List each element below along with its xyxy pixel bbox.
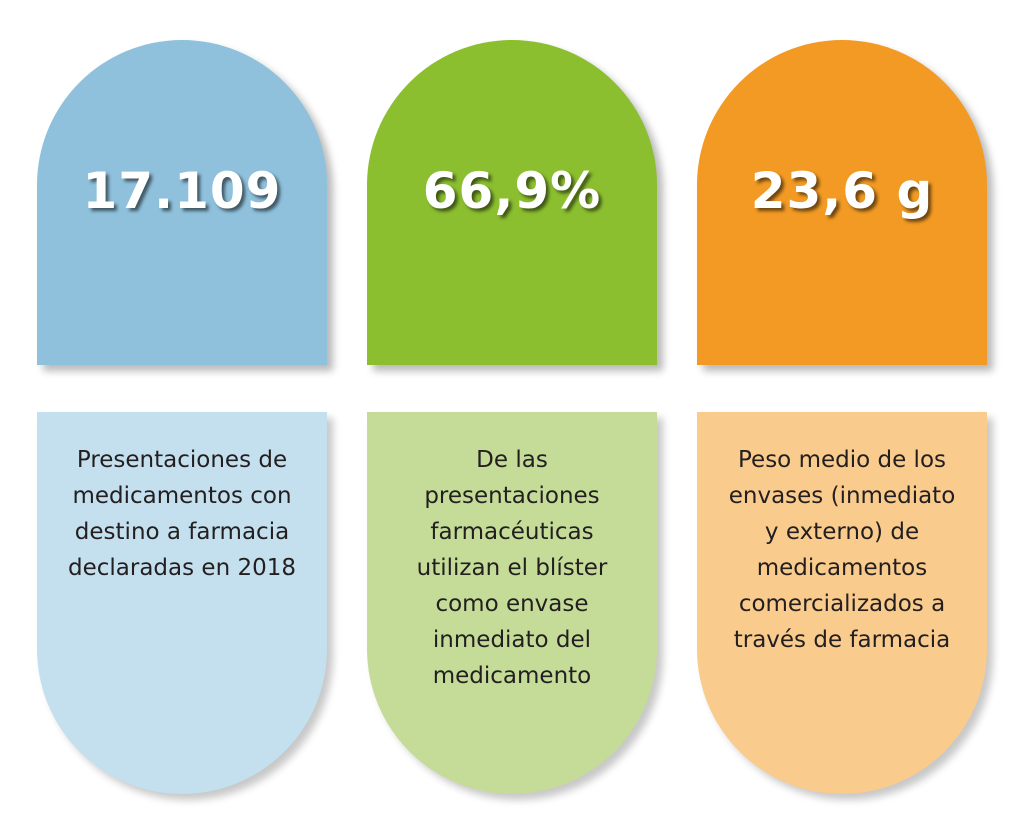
- description-line: declaradas en 2018: [68, 555, 296, 581]
- description-line: De las: [476, 447, 548, 473]
- description-line: utilizan el blíster: [416, 555, 608, 581]
- description-line: presentaciones: [424, 483, 600, 509]
- description-line: Presentaciones de: [76, 447, 288, 473]
- stat-card-top: 17.109: [37, 40, 327, 365]
- description-line: inmediato del: [432, 627, 592, 653]
- stat-card-bottom: Presentaciones de medicamentos con desti…: [37, 412, 327, 794]
- stat-card-bottom: Peso medio de los envases (inmediato y e…: [697, 412, 987, 794]
- description-line: medicamentos con: [72, 483, 292, 509]
- stat-value: 17.109: [82, 161, 282, 220]
- description-line: como envase: [435, 591, 589, 617]
- stat-description: Peso medio de los envases (inmediato y e…: [707, 442, 977, 658]
- stat-description: Presentaciones de medicamentos con desti…: [47, 442, 317, 586]
- description-line: farmacéuticas: [430, 519, 594, 545]
- stat-value: 66,9%: [422, 161, 602, 220]
- description-line: envases (inmediato: [728, 483, 956, 509]
- description-line: medicamento: [432, 663, 592, 689]
- description-line: través de farmacia: [733, 627, 951, 653]
- description-line: medicamentos: [756, 555, 928, 581]
- stat-card-bottom: De las presentaciones farmacéuticas util…: [367, 412, 657, 794]
- stat-value: 23,6 g: [750, 161, 934, 220]
- stat-card-top: 23,6 g: [697, 40, 987, 365]
- description-line: Peso medio de los: [738, 447, 946, 473]
- description-line: destino a farmacia: [74, 519, 290, 545]
- description-line: comercializados a: [738, 591, 946, 617]
- stat-card-top: 66,9%: [367, 40, 657, 365]
- description-line: y externo) de: [764, 519, 920, 545]
- stat-description: De las presentaciones farmacéuticas util…: [377, 442, 647, 694]
